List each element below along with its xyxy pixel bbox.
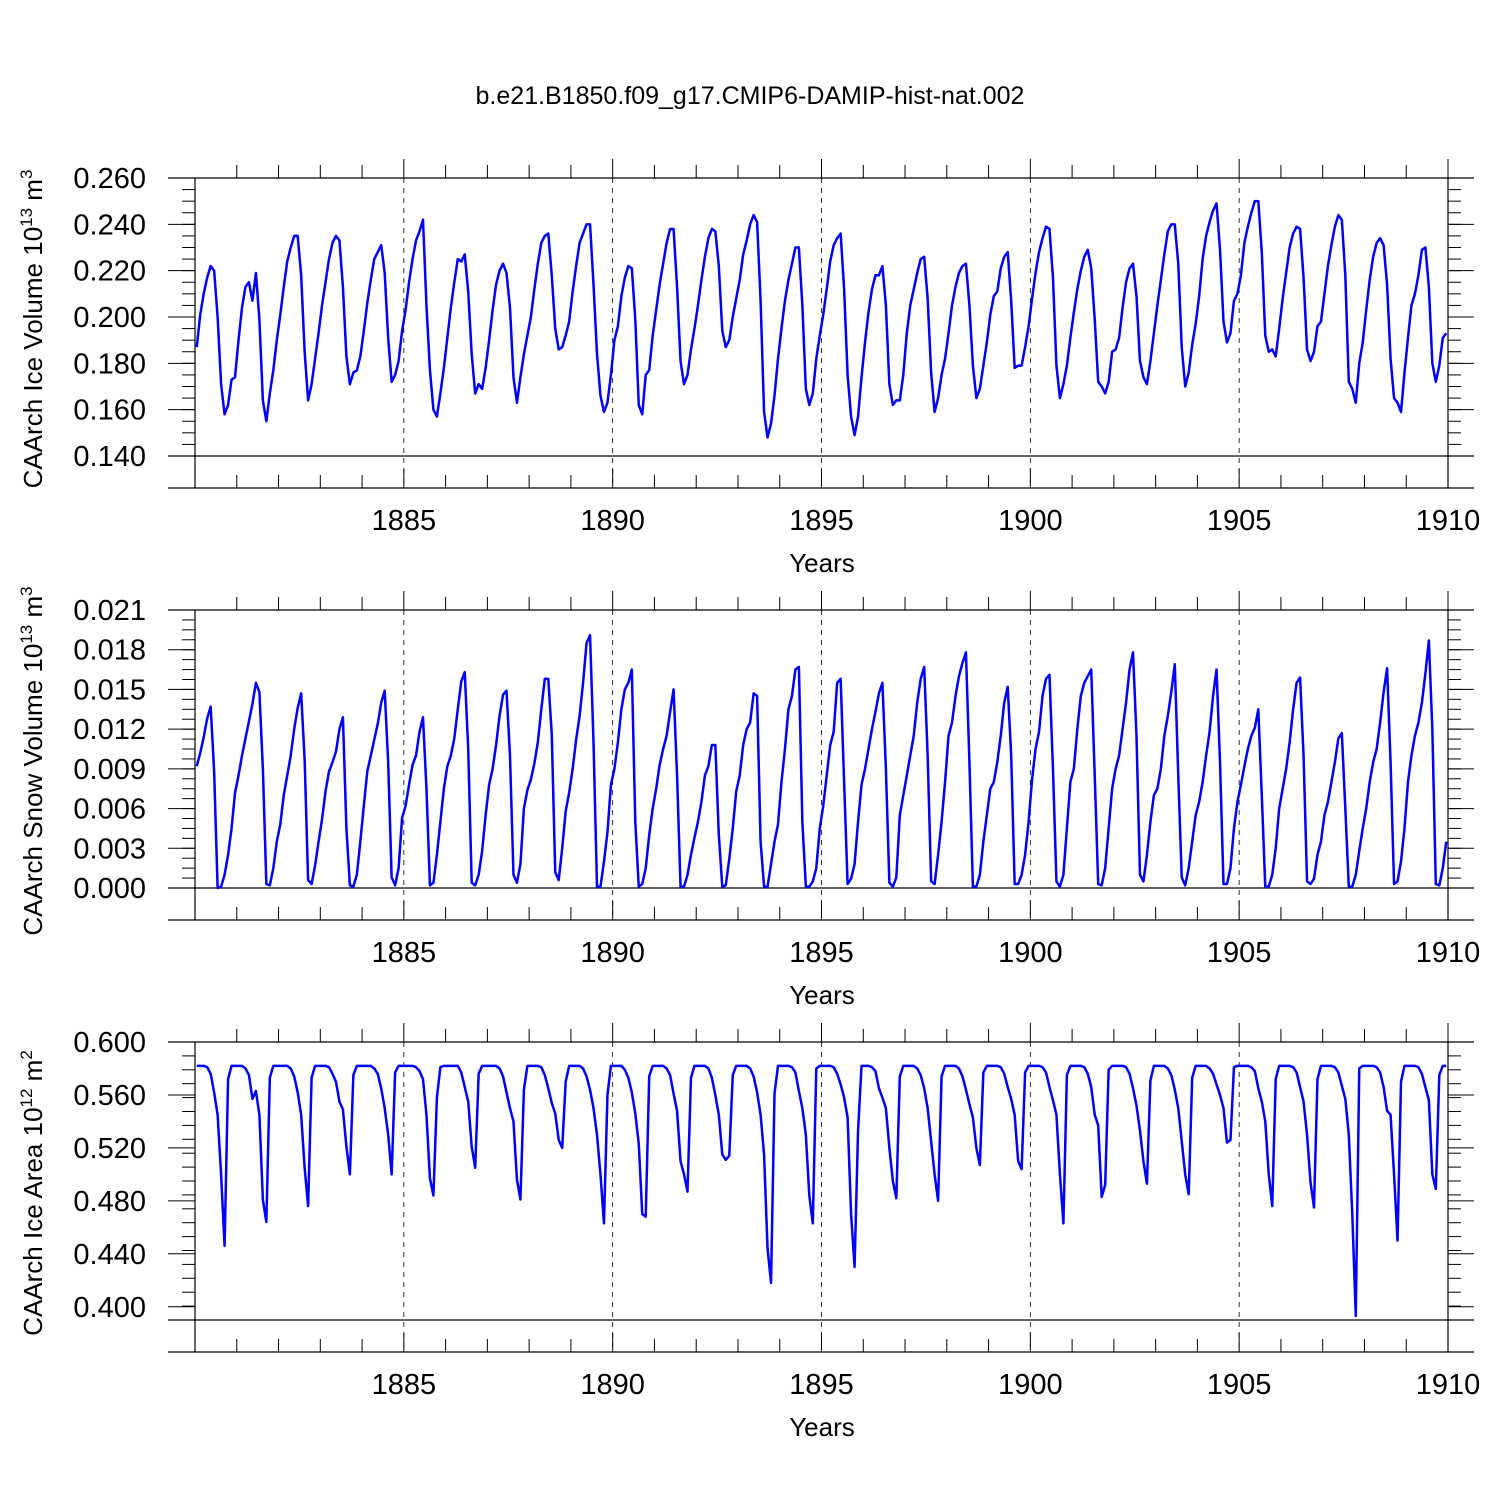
x-tick-label: 1890 (580, 1369, 645, 1401)
y-tick-label: 0.015 (73, 674, 146, 706)
x-tick-label: 1905 (1207, 1369, 1272, 1401)
y-tick-label: 0.560 (73, 1080, 146, 1112)
x-axis-label: Years (789, 548, 855, 578)
y-tick-label: 0.003 (73, 833, 146, 865)
y-tick-label: 0.006 (73, 794, 146, 826)
y-tick-label: 0.009 (73, 754, 146, 786)
x-axis-label: Years (789, 1412, 855, 1442)
y-tick-label: 0.480 (73, 1186, 146, 1218)
series-line-ice-volume (195, 199, 1448, 439)
y-tick-label: 0.260 (73, 163, 146, 195)
y-axis-label-text: CAArch Ice Volume 10 (18, 227, 48, 489)
y-tick-label: 0.012 (73, 714, 146, 746)
y-tick-label: 0.000 (73, 873, 146, 905)
panel-ice-volume: 1885 1890 1895 1900 1905 1910 0.140 0.160 0.180 0… (17, 159, 1480, 578)
x-tick-label: 1910 (1416, 1369, 1481, 1401)
y-axis-label-unit: m (18, 179, 48, 208)
y-axis-label: CAArch Snow Volume 1013 m3 (17, 586, 48, 935)
y-axis-label-unit: m (18, 1060, 48, 1089)
x-tick-label: 1885 (372, 1369, 437, 1401)
y-axis-label-exponent: 13 (17, 208, 36, 227)
series-line-ice-area (196, 1064, 1447, 1318)
y-axis-label-text: CAArch Snow Volume 10 (18, 644, 48, 936)
x-tick-label: 1900 (998, 505, 1063, 537)
y-axis-label-unit: m (18, 596, 48, 625)
y-axis-label-exponent: 13 (17, 625, 36, 644)
x-tick-label: 1910 (1416, 505, 1481, 537)
y-tick-label: 0.240 (73, 209, 146, 241)
x-tick-label: 1900 (998, 1369, 1063, 1401)
y-tick-label: 0.160 (73, 395, 146, 427)
y-axis-label-text: CAArch Ice Area 10 (18, 1107, 48, 1335)
y-tick-label: 0.021 (73, 595, 146, 627)
panel-ice-area: 1885 1890 1895 1900 1905 1910 0.400 0.440 0.480 0… (17, 1023, 1480, 1442)
y-axis-label: CAArch Ice Area 1012 m2 (17, 1050, 48, 1336)
x-tick-label: 1905 (1207, 937, 1272, 969)
x-tick-label: 1895 (789, 937, 854, 969)
y-tick-label: 0.520 (73, 1133, 146, 1165)
x-tick-label: 1910 (1416, 937, 1481, 969)
panels: 1885 1890 1895 1900 1905 1910 0.140 0.160 0.180 0… (17, 159, 1480, 1442)
x-tick-label: 1890 (580, 505, 645, 537)
y-tick-label: 0.220 (73, 256, 146, 288)
x-tick-label: 1885 (372, 505, 437, 537)
x-tick-label: 1895 (789, 1369, 854, 1401)
x-tick-label: 1900 (998, 937, 1063, 969)
y-tick-label: 0.600 (73, 1027, 146, 1059)
series-line-snow-volume (195, 633, 1448, 890)
x-tick-label: 1885 (372, 937, 437, 969)
y-tick-label: 0.440 (73, 1239, 146, 1271)
x-tick-label: 1895 (789, 505, 854, 537)
x-tick-label: 1890 (580, 937, 645, 969)
y-tick-label: 0.400 (73, 1292, 146, 1324)
y-axis-label-unit-exponent: 3 (17, 170, 36, 179)
figure-title: b.e21.B1850.f09_g17.CMIP6-DAMIP-hist-nat… (476, 82, 1025, 110)
y-axis-label-exponent: 12 (17, 1089, 36, 1108)
y-tick-label: 0.140 (73, 441, 146, 473)
x-axis-label: Years (789, 980, 855, 1010)
y-tick-label: 0.180 (73, 348, 146, 380)
y-axis-label-unit-exponent: 3 (17, 586, 36, 595)
x-tick-label: 1905 (1207, 505, 1272, 537)
y-axis-label: CAArch Ice Volume 1013 m3 (17, 170, 48, 489)
panel-snow-volume: 1885 1890 1895 1900 1905 1910 0.000 0.003 0.006 0… (17, 586, 1480, 1010)
y-axis-label-unit-exponent: 2 (17, 1050, 36, 1059)
y-tick-label: 0.200 (73, 302, 146, 334)
y-tick-label: 0.018 (73, 635, 146, 667)
